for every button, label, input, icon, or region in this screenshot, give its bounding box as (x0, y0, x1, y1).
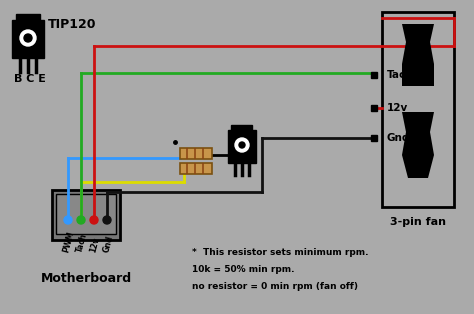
Bar (180, 148, 212, 159)
Polygon shape (402, 112, 434, 178)
Bar (194, 148, 196, 159)
Text: Tach: Tach (75, 233, 89, 254)
Bar (12, 20, 44, 58)
Text: B C E: B C E (14, 74, 46, 84)
Bar (382, 12, 454, 207)
Text: Gnd: Gnd (101, 235, 115, 254)
Circle shape (20, 30, 36, 46)
Bar (180, 163, 212, 174)
Bar (16, 14, 40, 20)
Circle shape (24, 34, 32, 42)
Circle shape (239, 142, 245, 148)
Bar (56, 194, 116, 234)
Bar (194, 163, 196, 174)
Text: 3-pin fan: 3-pin fan (390, 217, 446, 227)
Circle shape (235, 138, 249, 152)
Text: 12v: 12v (89, 237, 101, 254)
Circle shape (64, 216, 72, 224)
Circle shape (103, 216, 111, 224)
Bar (52, 190, 120, 240)
Bar (202, 163, 204, 174)
Bar (186, 148, 188, 159)
Bar (231, 125, 252, 130)
Text: *  This resistor sets minimum rpm.: * This resistor sets minimum rpm. (192, 248, 368, 257)
Text: Gnd: Gnd (387, 133, 410, 143)
Bar (202, 148, 204, 159)
Bar (228, 130, 256, 163)
Text: Tach: Tach (387, 70, 414, 80)
Bar (186, 163, 188, 174)
Text: PWM: PWM (62, 230, 76, 254)
Text: no resistor = 0 min rpm (fan off): no resistor = 0 min rpm (fan off) (192, 282, 358, 291)
Text: Motherboard: Motherboard (40, 272, 132, 285)
Circle shape (77, 216, 85, 224)
Text: 12v: 12v (387, 103, 408, 113)
Circle shape (90, 216, 98, 224)
Text: 10k = 50% min rpm.: 10k = 50% min rpm. (192, 265, 294, 274)
Text: TIP120: TIP120 (48, 18, 97, 30)
Polygon shape (402, 24, 434, 86)
